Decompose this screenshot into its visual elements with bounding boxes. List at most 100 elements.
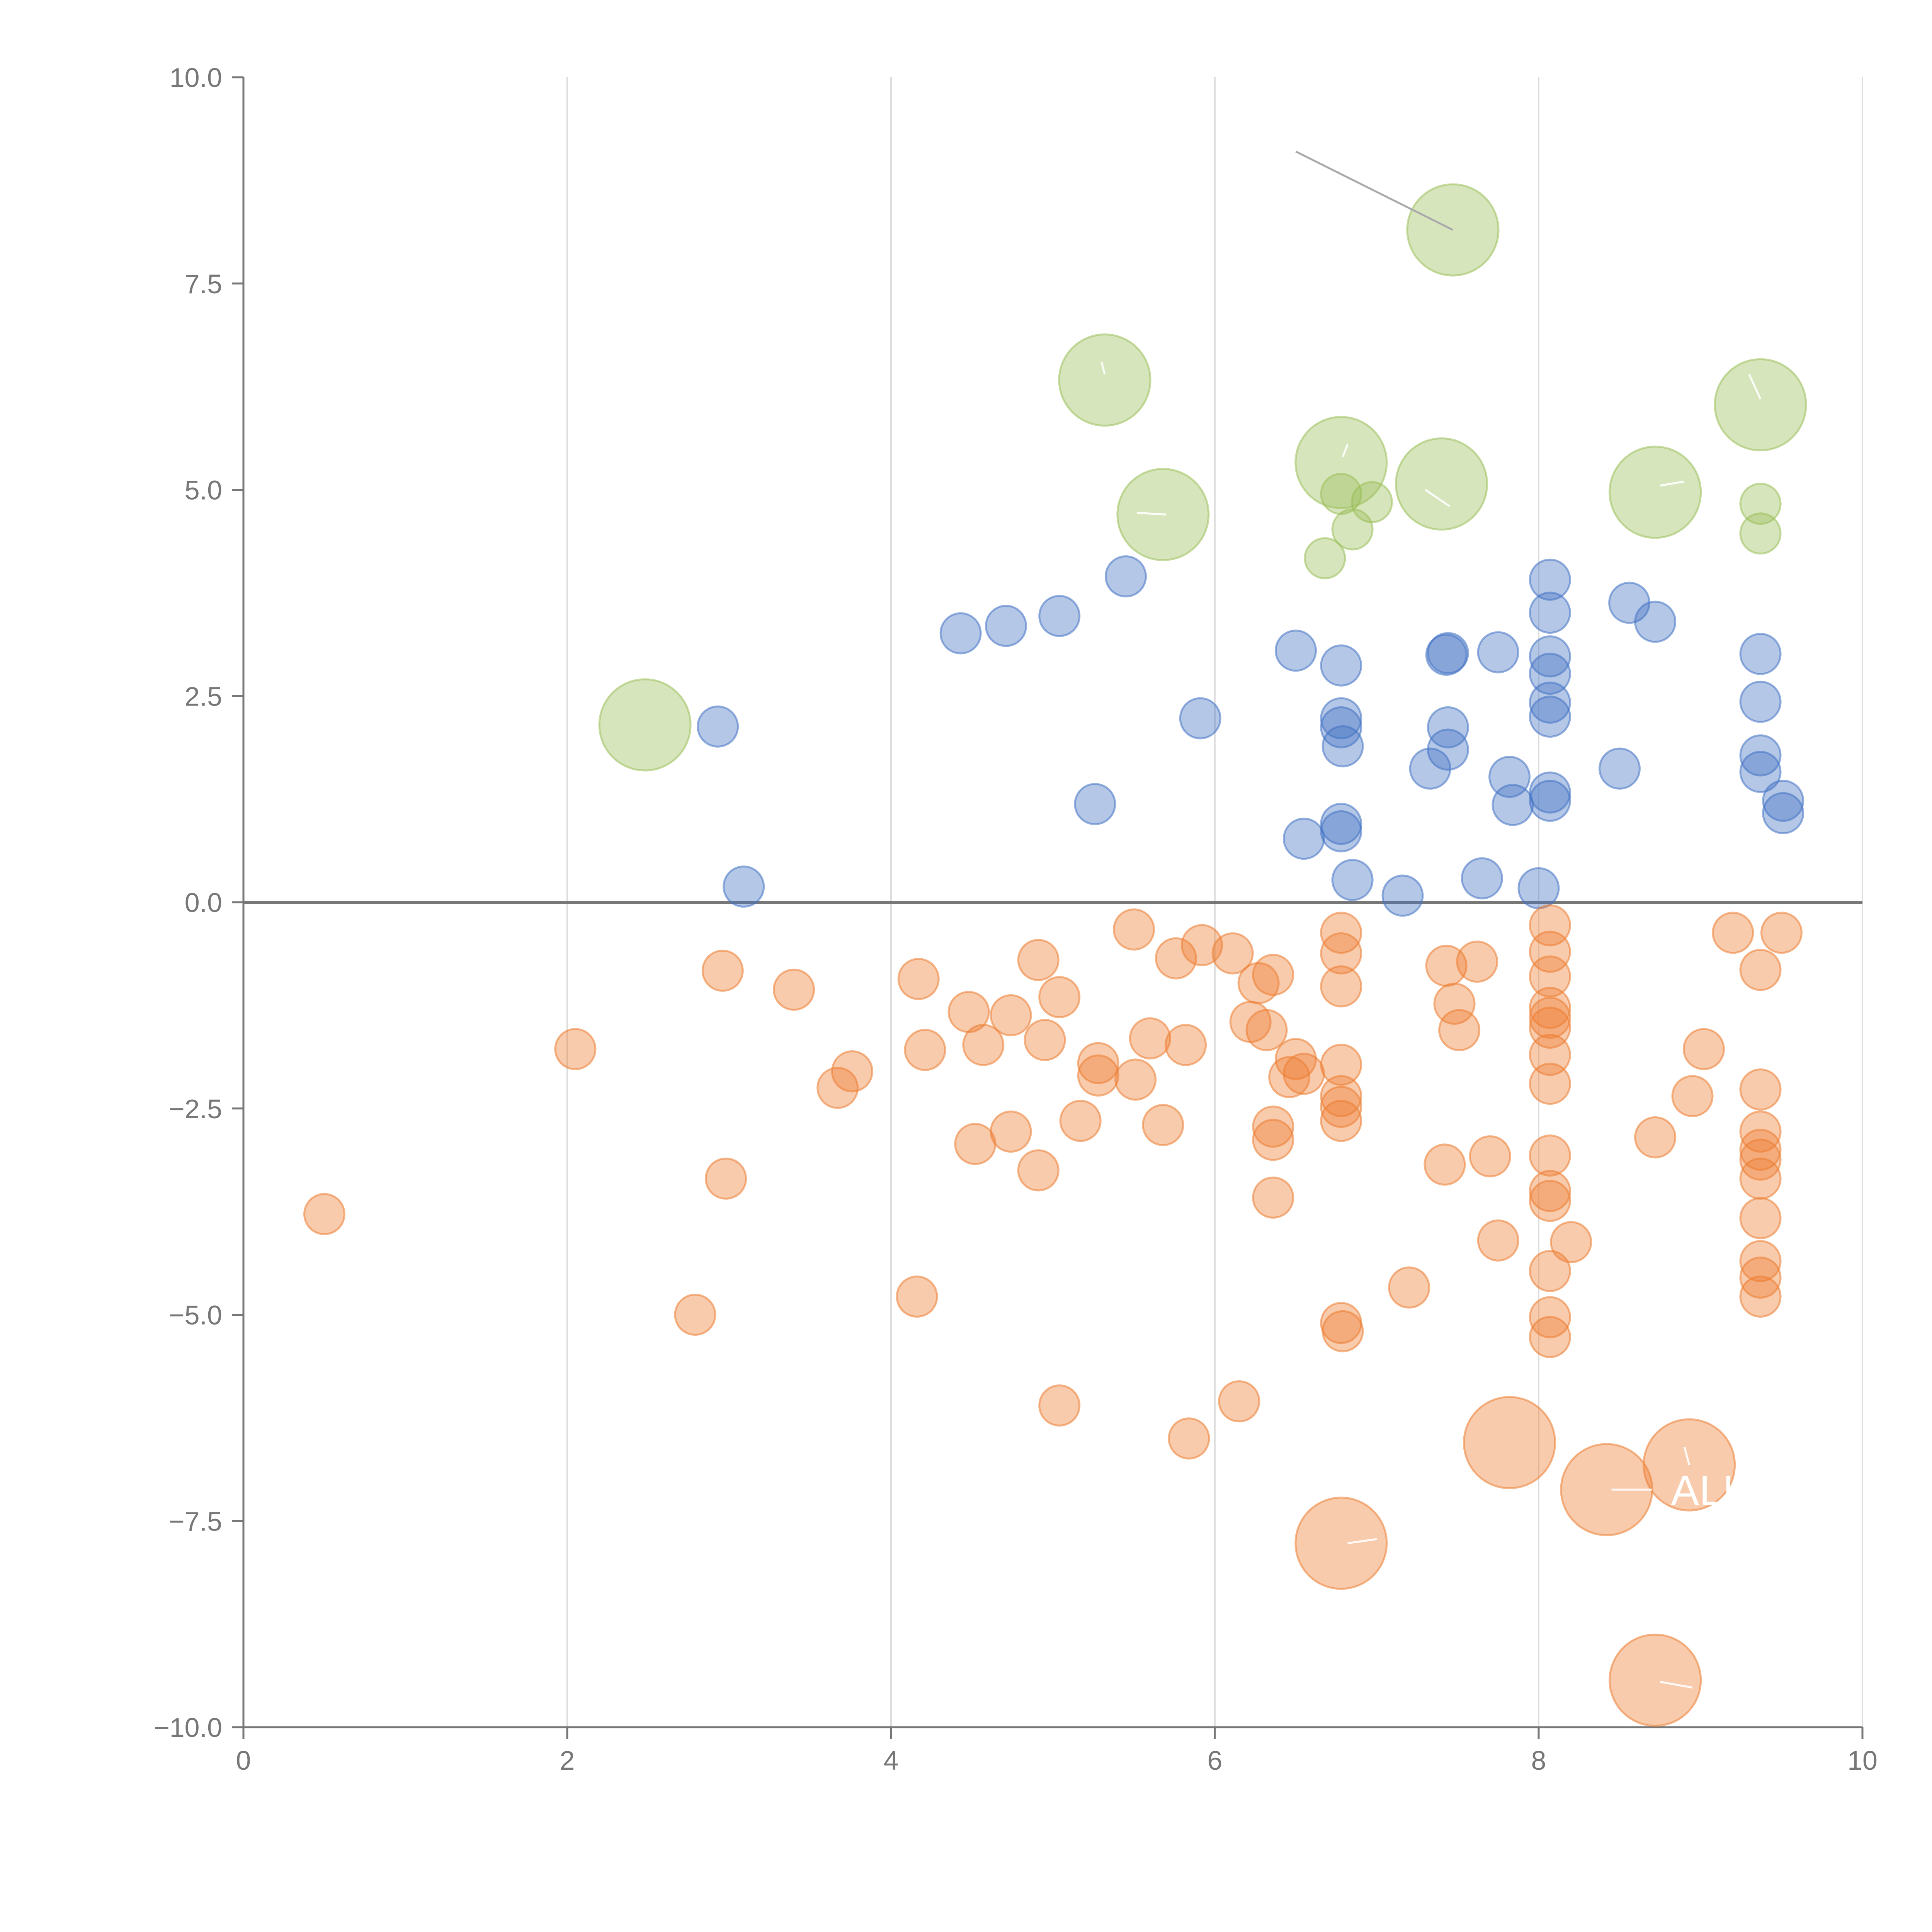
bubble-point	[1739, 1276, 1782, 1318]
y-tick-label: −5.0	[169, 1300, 222, 1330]
bubble-point	[1739, 1129, 1782, 1171]
bubble-point	[1275, 1038, 1317, 1080]
bubble-point	[1388, 1266, 1430, 1309]
bubble-point	[1395, 437, 1488, 531]
bubble-point	[1038, 1384, 1081, 1427]
bubble-point	[1529, 997, 1571, 1039]
bubble-point	[1529, 930, 1571, 973]
bubble-point	[773, 968, 815, 1011]
bubble-point	[1024, 1019, 1066, 1061]
x-tick-label: 4	[884, 1745, 899, 1776]
bubble-point	[1427, 706, 1469, 748]
bubble-point	[674, 1294, 716, 1336]
bubble-point	[1739, 1256, 1782, 1299]
bubble-point	[1529, 1316, 1571, 1358]
bubble-point	[1739, 483, 1782, 525]
bubble-point	[1155, 937, 1197, 980]
bubble-point	[1609, 446, 1702, 539]
bubble-point	[1762, 792, 1804, 834]
bubble-point	[1469, 1135, 1511, 1178]
bubble-point	[1529, 558, 1571, 601]
x-tick-label: 0	[236, 1745, 251, 1776]
y-tick-label: 0.0	[185, 888, 222, 918]
bubble-point	[1739, 680, 1782, 723]
bubble-point	[1321, 1310, 1364, 1352]
bubble-point	[1671, 1075, 1714, 1117]
bubble-point	[1529, 592, 1571, 634]
bubble-point	[1529, 635, 1571, 678]
bubble-point	[1529, 955, 1571, 998]
bubble-point	[896, 1276, 938, 1318]
bubble-point	[1529, 1134, 1571, 1177]
bubble-accent-line	[1660, 1681, 1693, 1689]
bubble-point	[1320, 706, 1362, 748]
bubble-point	[1320, 932, 1362, 975]
bubble-point	[1320, 1085, 1362, 1128]
bubble-point	[1739, 1138, 1782, 1181]
bubble-point	[1321, 725, 1364, 767]
bubble-point	[831, 1050, 873, 1093]
bubble-point	[1739, 633, 1782, 675]
bubble-point	[1077, 1042, 1119, 1084]
bubble-point	[1252, 1105, 1294, 1148]
bubble-point	[697, 705, 739, 748]
bubble-point	[939, 612, 982, 655]
bubble-point	[1409, 747, 1451, 790]
bubble-point	[1320, 965, 1362, 1008]
bubble-point	[1077, 1054, 1119, 1097]
bubble-accent-line	[1347, 1538, 1377, 1544]
bubble-point	[1142, 1104, 1184, 1146]
bubble-point	[1017, 939, 1060, 981]
bubble-point	[1074, 783, 1116, 825]
bubble-point	[1712, 912, 1754, 954]
bubble-point	[1599, 747, 1641, 790]
bubble-point	[1252, 1176, 1294, 1219]
bubble-point	[1294, 416, 1388, 509]
bubble-point	[723, 865, 765, 908]
bubble-point	[1529, 1063, 1571, 1105]
bubble-point	[1320, 644, 1362, 687]
bubble-point	[1634, 1116, 1677, 1158]
bubble-point	[1320, 810, 1362, 852]
bubble-point	[816, 1066, 859, 1109]
bubble-point	[1350, 481, 1393, 524]
bubble-point	[1059, 1100, 1102, 1142]
bubble-point	[1529, 696, 1571, 738]
bubble-point	[1320, 1044, 1362, 1086]
bubble-point	[1477, 1219, 1519, 1262]
bubble-point	[1114, 1058, 1157, 1101]
bubble-point	[990, 994, 1032, 1036]
bubble-point	[1739, 512, 1782, 555]
bubble-point	[1113, 908, 1155, 951]
bubble-point	[1331, 859, 1374, 901]
bubble-point	[1517, 867, 1560, 910]
bubble-point	[1427, 728, 1469, 771]
bubble-point	[1529, 779, 1571, 822]
bubble-point	[1237, 962, 1280, 1004]
bubble-accent-line	[1660, 480, 1685, 487]
bubble-point	[1427, 632, 1469, 674]
bubble-point	[1211, 932, 1254, 975]
bubble-point	[1275, 629, 1317, 672]
bubble-point	[1529, 1034, 1571, 1076]
bubble-point	[1294, 1497, 1388, 1590]
bubble-point	[1529, 1180, 1571, 1222]
bubble-point	[1529, 1250, 1571, 1292]
bubble-point	[1739, 751, 1782, 793]
y-tick-label: 5.0	[185, 475, 222, 505]
bubble-point	[554, 1028, 597, 1070]
bubble-point	[1252, 954, 1294, 996]
bubble-point	[1461, 857, 1503, 900]
bubble-point	[1760, 912, 1803, 954]
bubble-point	[1058, 333, 1151, 427]
bubble-point	[1560, 1443, 1653, 1536]
bubble-point	[1129, 1017, 1171, 1060]
bubble-point	[303, 1193, 345, 1235]
bubble-point	[1634, 600, 1677, 643]
bubble-point	[1477, 631, 1519, 673]
annotations: ALL	[1100, 150, 1762, 1689]
bubble-point	[954, 1123, 997, 1165]
bubble-point	[1282, 818, 1325, 860]
bubble-point	[1381, 874, 1424, 917]
